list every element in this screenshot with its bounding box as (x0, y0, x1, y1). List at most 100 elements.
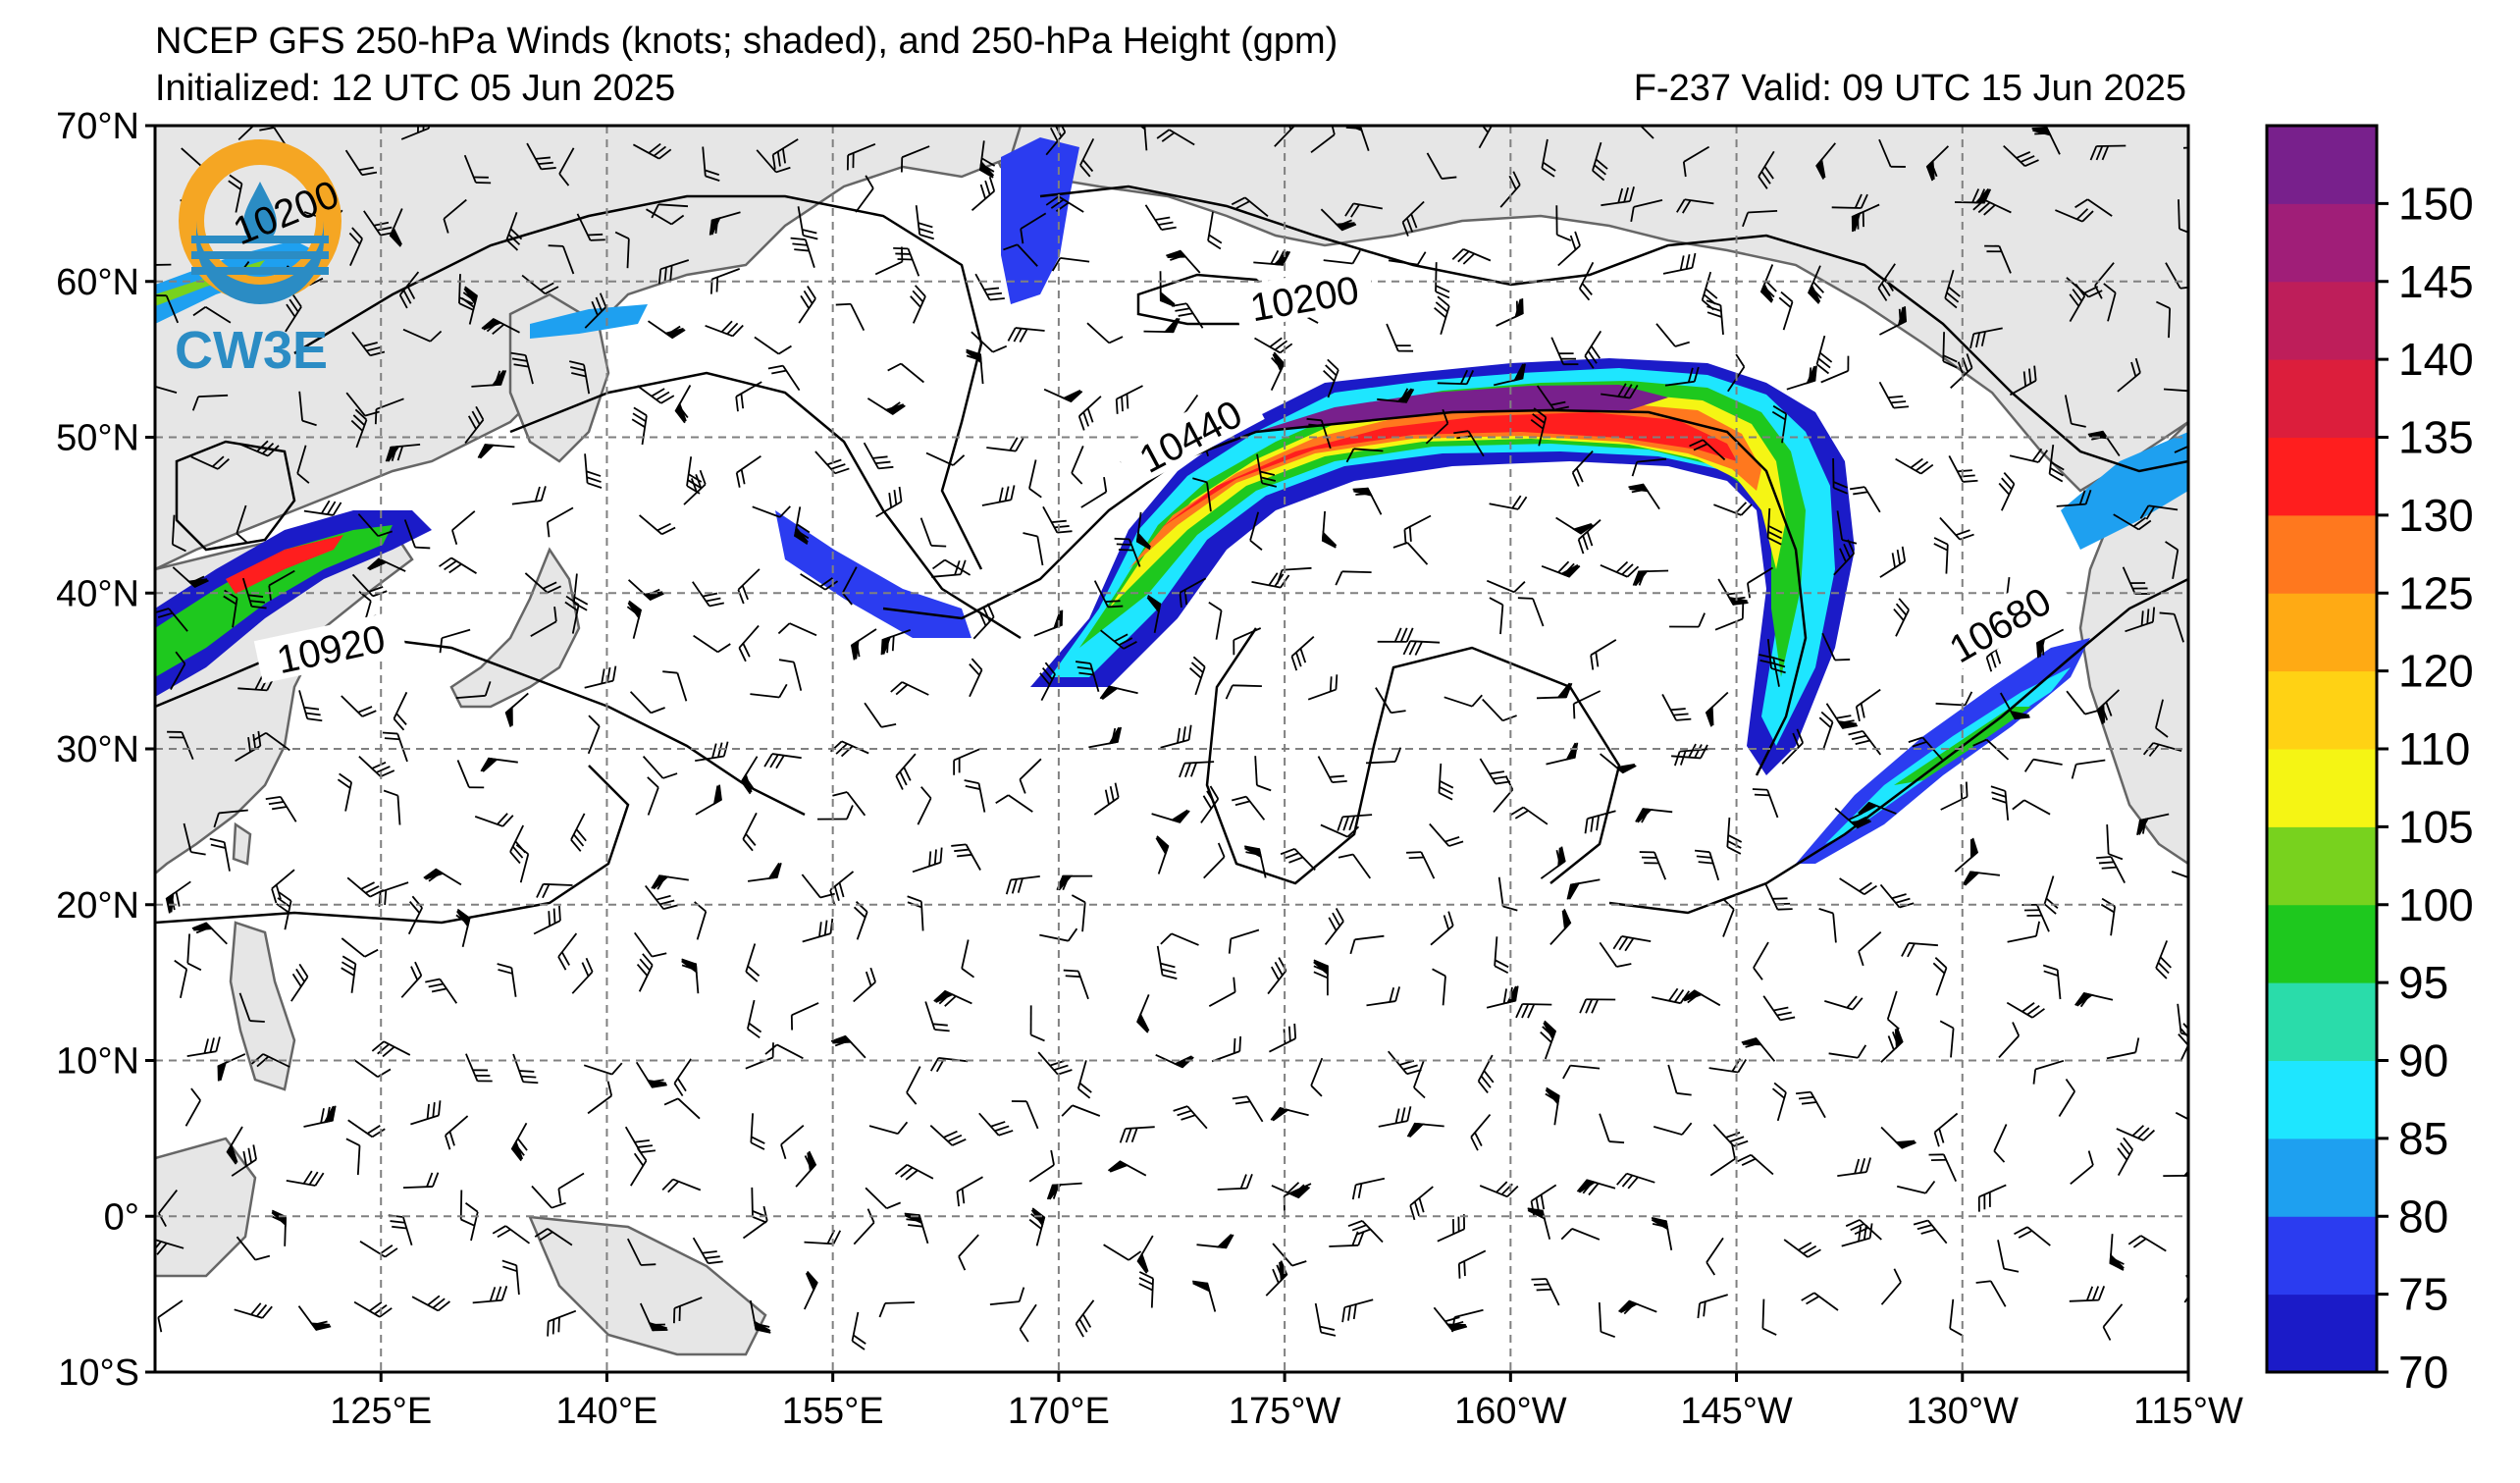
wind-barb (1280, 847, 1316, 872)
wind-barb (344, 149, 378, 177)
wind-barb (1489, 495, 1528, 510)
wind-barb (1584, 330, 1602, 369)
wind-barb (2139, 504, 2179, 520)
wind-barb (1306, 417, 1332, 450)
wind-barb (569, 360, 591, 395)
wind-barb (1351, 1177, 1386, 1200)
wind-barb (1631, 457, 1667, 477)
wind-barb (411, 1295, 450, 1312)
lon-label: 115°W (2133, 1391, 2243, 1432)
wind-barb (303, 1105, 337, 1128)
wind-barb (402, 1172, 440, 1189)
wind-barb (400, 961, 423, 998)
wind-barb (894, 1163, 934, 1181)
wind-barb (2102, 1303, 2124, 1341)
wind-barb (1249, 511, 1263, 551)
wind-barb (1541, 560, 1581, 578)
wind-barb (209, 837, 231, 872)
wind-barb (393, 691, 408, 731)
philippines-land (229, 921, 296, 1091)
wind-barb (526, 142, 556, 171)
wind-barb (155, 608, 188, 632)
wind-barb (1270, 351, 1286, 391)
wind-barb (572, 573, 589, 611)
wind-barb (709, 211, 741, 236)
wind-barb (1766, 507, 1783, 546)
wind-barb (850, 628, 877, 661)
wind-barb (1171, 302, 1204, 329)
wind-barb (693, 634, 731, 654)
wind-barb (1998, 1022, 2021, 1059)
wind-barb (657, 259, 690, 285)
colorbar-segment (2267, 359, 2377, 438)
lon-label: 125°E (330, 1391, 432, 1432)
wind-barb (1975, 1280, 2007, 1307)
wind-barb (1783, 1239, 1821, 1258)
wind-barb (956, 1176, 983, 1207)
wind-barb (2042, 964, 2062, 1000)
colorbar-segment (2267, 437, 2377, 516)
wind-barb (1709, 1143, 1736, 1177)
wind-barb (2023, 758, 2063, 772)
wind-barb (1998, 472, 2016, 511)
wind-barb (357, 513, 394, 538)
wind-barb (1444, 694, 1483, 708)
wind-barb (1676, 198, 1714, 214)
wind-barb (1386, 323, 1414, 352)
wind-barb (1557, 231, 1581, 267)
wind-barb (1933, 537, 1949, 574)
wind-barb (1023, 532, 1044, 566)
wind-barb (186, 933, 202, 972)
contour-upper (293, 194, 983, 570)
wind-barb (702, 146, 720, 182)
wind-barb (1076, 661, 1100, 693)
wind-barb (1324, 907, 1344, 945)
wind-barb (583, 1062, 623, 1076)
wind-barb (1925, 145, 1950, 182)
wind-barb (533, 905, 561, 935)
wind-barb (1200, 785, 1220, 823)
colorbar-segment (2267, 826, 2377, 906)
wind-barb (740, 756, 759, 795)
wind-barb (1144, 204, 1177, 231)
wind-barb (614, 231, 630, 269)
wind-barbs (155, 126, 2188, 1351)
wind-barb (692, 581, 724, 608)
wind-barb (341, 955, 357, 993)
wind-barb (170, 651, 186, 690)
wind-barb (1673, 748, 1709, 767)
wind-barb (803, 1270, 818, 1310)
wind-barb (979, 140, 996, 179)
wind-barb (1438, 763, 1454, 801)
wind-barb (2155, 940, 2172, 980)
jet-small-2 (775, 510, 971, 638)
wind-barb (880, 629, 912, 656)
wind-barb (1156, 129, 1195, 146)
jet-west (155, 510, 432, 697)
wind-barb (750, 1113, 765, 1150)
wind-barb (184, 1087, 201, 1127)
wind-barb (1639, 851, 1667, 880)
wind-barb (1254, 756, 1272, 792)
jet-band-purple (1256, 385, 1668, 432)
wind-barb (814, 450, 850, 475)
wind-barb (1457, 1249, 1487, 1279)
wind-barb (157, 1299, 184, 1333)
wind-barb (1977, 1184, 2007, 1212)
wind-barb (1851, 203, 1880, 233)
wind-barb (515, 844, 530, 883)
wind-barb (1313, 959, 1329, 996)
jet-small-1 (530, 304, 648, 339)
wind-barb (1071, 894, 1086, 932)
wind-barb (1310, 126, 1336, 154)
wind-barb (738, 624, 760, 662)
wind-barb (2074, 992, 2114, 1008)
wind-barb (925, 451, 966, 466)
wind-barb (402, 328, 443, 343)
wind-barb (961, 939, 975, 979)
wind-barb (2048, 444, 2065, 483)
wind-barb (1228, 928, 1260, 954)
wind-barb (642, 755, 678, 779)
wind-barb (651, 874, 689, 890)
wind-barb (2127, 1235, 2167, 1252)
